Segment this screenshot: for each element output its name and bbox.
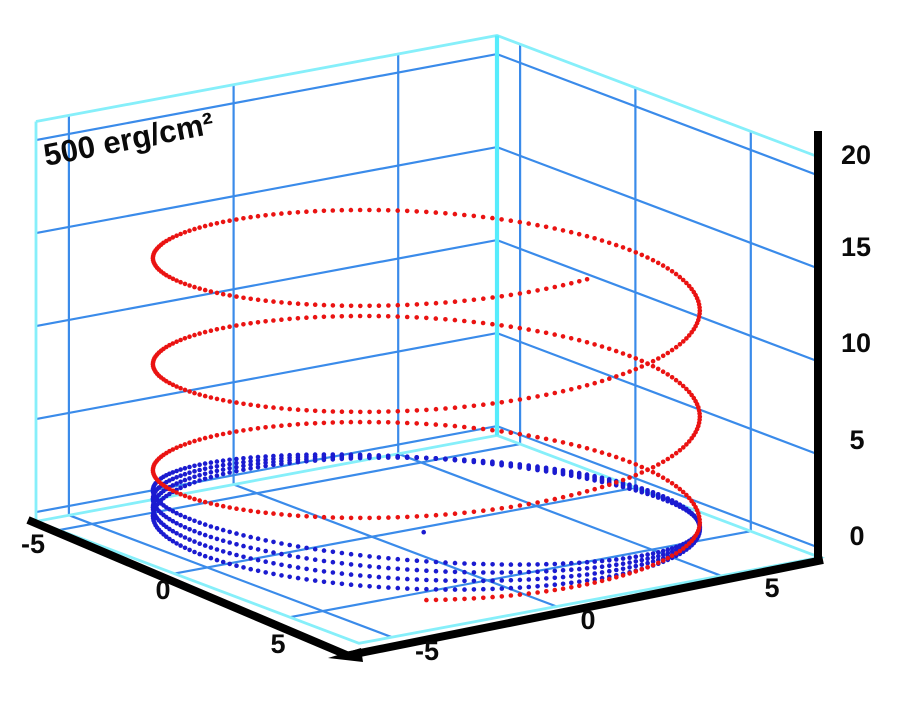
tick-label: 5 bbox=[849, 425, 864, 455]
tick-label: 20 bbox=[841, 140, 871, 170]
tick-label: -5 bbox=[21, 529, 45, 559]
tick-labels: -5 0 5 -5 0 5 0 5 10 15 20 bbox=[21, 140, 871, 666]
red-dot-series bbox=[150, 207, 703, 603]
tick-label: 0 bbox=[849, 521, 864, 551]
tick-label: 0 bbox=[155, 575, 170, 605]
tick-label: 0 bbox=[580, 605, 595, 635]
tick-label: 5 bbox=[764, 573, 779, 603]
tick-label: 5 bbox=[270, 629, 285, 659]
axis-lines bbox=[26, 131, 824, 662]
tick-label: -5 bbox=[415, 636, 439, 666]
tick-label: 15 bbox=[841, 232, 871, 262]
tick-label: 10 bbox=[841, 328, 871, 358]
